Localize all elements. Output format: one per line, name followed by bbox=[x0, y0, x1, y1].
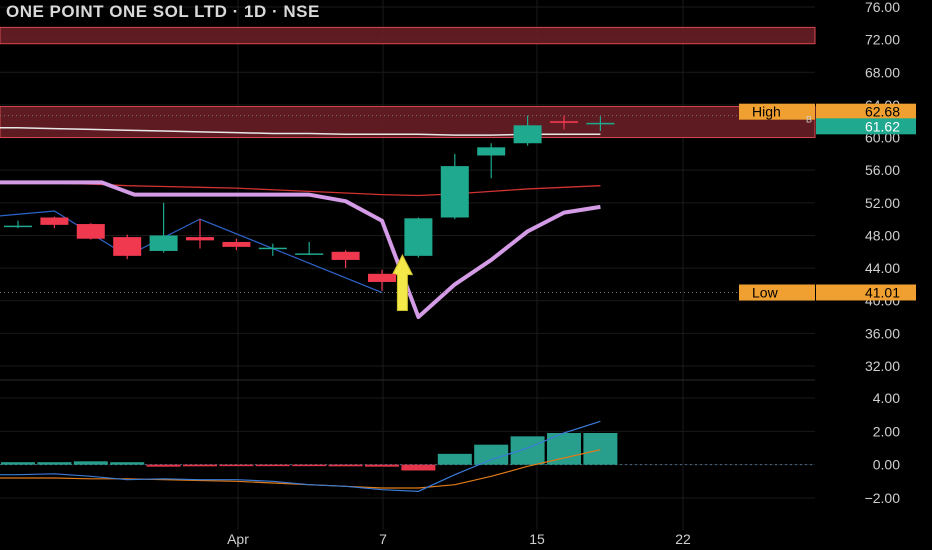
candle bbox=[295, 241, 324, 256]
candle-body bbox=[258, 247, 287, 250]
candle bbox=[404, 217, 433, 258]
last-price-marker: B bbox=[806, 114, 812, 124]
histogram-bar bbox=[401, 464, 436, 471]
candle bbox=[550, 115, 578, 130]
date-tick-label: 7 bbox=[379, 531, 387, 547]
candle-body bbox=[186, 237, 214, 241]
signal-line bbox=[0, 449, 601, 489]
histogram-bar bbox=[1, 462, 35, 465]
indicator-tick-label: 2.00 bbox=[873, 423, 900, 439]
candle bbox=[76, 223, 105, 240]
high-level-value-text: 62.68 bbox=[865, 104, 900, 120]
histogram-bar bbox=[328, 464, 363, 467]
price-tick-label: 48.00 bbox=[865, 227, 900, 243]
buy-signal-arrow bbox=[391, 253, 414, 312]
candle bbox=[513, 115, 542, 146]
low-level-value-text: 41.01 bbox=[865, 284, 900, 300]
price-tick-label: 36.00 bbox=[865, 325, 900, 341]
high-level-label-box bbox=[739, 103, 815, 120]
candle-body bbox=[404, 218, 433, 256]
high-level-label-text: High bbox=[752, 104, 781, 120]
last-price-value-box bbox=[816, 118, 916, 135]
low-level-label-text: Low bbox=[752, 284, 779, 300]
indicator-tick-label: 4.00 bbox=[873, 390, 900, 406]
date-tick-label: 22 bbox=[675, 531, 691, 547]
histogram-bar bbox=[255, 464, 290, 467]
candle-body bbox=[550, 121, 578, 123]
histogram-bar bbox=[510, 436, 545, 465]
candle bbox=[368, 269, 396, 291]
candle-body bbox=[40, 217, 69, 225]
candle bbox=[258, 243, 287, 256]
candle-body bbox=[4, 225, 32, 228]
last-price-value-text: 61.62 bbox=[865, 118, 900, 134]
histogram-bar bbox=[583, 433, 618, 465]
price-tick-label: 56.00 bbox=[865, 162, 900, 178]
chart-title: ONE POINT ONE SOL LTD · 1D · NSE bbox=[6, 2, 320, 21]
low-level-label-box bbox=[739, 284, 815, 301]
indicator-tick-label: 0.00 bbox=[873, 457, 900, 473]
histogram-bar bbox=[365, 464, 399, 467]
price-tick-label: 44.00 bbox=[865, 260, 900, 276]
resistance-zone bbox=[0, 106, 816, 139]
candle bbox=[222, 238, 251, 251]
candle-body bbox=[76, 224, 105, 239]
candle bbox=[113, 234, 142, 260]
histogram-bar bbox=[73, 461, 108, 465]
histogram-bar bbox=[474, 444, 509, 465]
histogram-bar bbox=[437, 453, 472, 465]
histogram-bar bbox=[292, 464, 327, 467]
candle-body bbox=[331, 251, 360, 260]
low-level-value-box bbox=[816, 284, 916, 301]
date-tick-label: 15 bbox=[529, 531, 545, 547]
candle bbox=[331, 250, 360, 269]
candle-body bbox=[368, 273, 396, 282]
candle-body bbox=[113, 237, 142, 256]
candle bbox=[40, 216, 69, 229]
indicator-tick-label: −2.00 bbox=[865, 490, 901, 506]
date-tick-label: Apr bbox=[227, 531, 249, 547]
candle-body bbox=[586, 122, 615, 125]
macd-line bbox=[0, 420, 601, 492]
histogram-bar bbox=[146, 464, 181, 467]
price-tick-label: 72.00 bbox=[865, 32, 900, 48]
price-tick-label: 52.00 bbox=[865, 195, 900, 211]
candle bbox=[440, 153, 469, 220]
candle-body bbox=[222, 241, 251, 247]
candle bbox=[149, 202, 178, 253]
price-tick-label: 76.00 bbox=[865, 0, 900, 15]
candle-body bbox=[295, 253, 324, 255]
histogram-bar bbox=[219, 464, 254, 467]
candle-body bbox=[149, 235, 178, 251]
high-level-value-box bbox=[816, 103, 916, 120]
candle bbox=[186, 219, 214, 249]
candle-body bbox=[513, 125, 542, 144]
price-tick-label: 68.00 bbox=[865, 64, 900, 80]
histogram-bar bbox=[183, 464, 217, 467]
histogram-bar bbox=[110, 462, 145, 465]
candle bbox=[477, 143, 506, 179]
candle bbox=[4, 220, 32, 229]
histogram-bar bbox=[37, 462, 72, 465]
candle-body bbox=[440, 166, 469, 218]
moving-average-white-line bbox=[0, 127, 601, 136]
price-tick-label: 32.00 bbox=[865, 358, 900, 374]
candle bbox=[586, 116, 615, 132]
resistance-zone bbox=[0, 26, 816, 45]
candle-body bbox=[477, 147, 506, 156]
